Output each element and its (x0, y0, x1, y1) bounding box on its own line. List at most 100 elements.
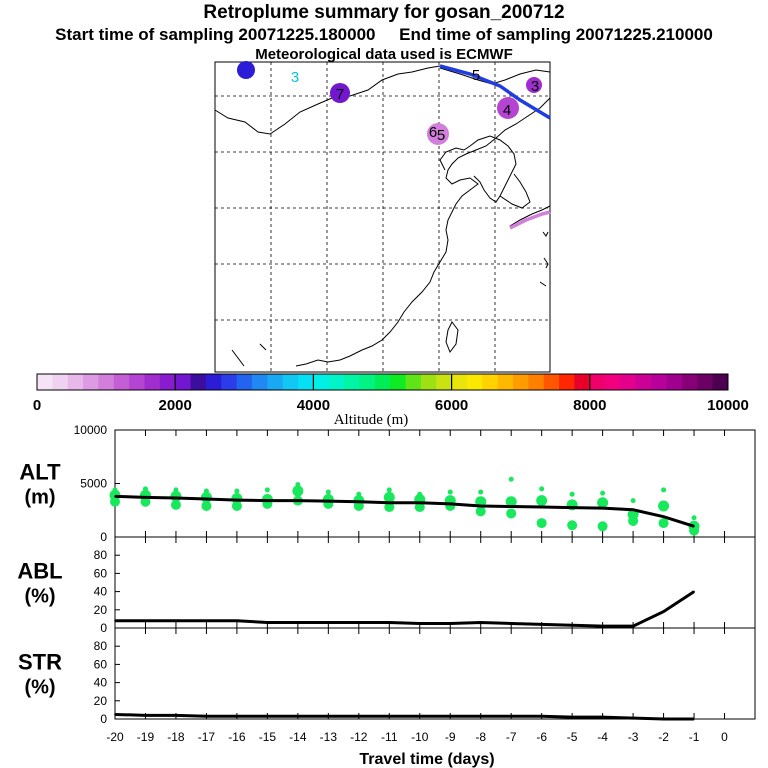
colorbar-swatch (159, 374, 176, 390)
plume-spread-dot (292, 485, 304, 497)
plume-spread-dot (264, 487, 270, 493)
y-tick-label: 20 (94, 603, 108, 617)
panel-frame (114, 429, 756, 538)
plume-marker (497, 97, 519, 119)
mean-series-point (601, 716, 604, 718)
colorbar-swatch (635, 374, 652, 390)
map-coastlines (214, 65, 551, 367)
colorbar-swatch (98, 374, 115, 390)
mean-series-point (540, 623, 543, 626)
mean-series-point (236, 499, 238, 501)
colorbar-tick-label: 8000 (573, 397, 606, 414)
mean-series-point (266, 715, 269, 718)
colorbar-tick-label: 10000 (707, 397, 749, 414)
mean-series-point (175, 497, 177, 499)
plume-spread-dot (325, 489, 331, 495)
colorbar-swatch (513, 374, 529, 390)
mean-series-point (144, 714, 147, 717)
colorbar-tick-label: 2000 (159, 397, 192, 414)
x-tick-label: -17 (198, 730, 216, 744)
plume-spread-dot (231, 500, 242, 511)
plume-label: 4 (503, 102, 511, 119)
colorbar-frame (36, 373, 729, 391)
mean-series-point (297, 621, 299, 624)
mean-series-point (114, 713, 116, 716)
colorbar-swatch (436, 374, 453, 390)
altitude-colorbar: 0 2000 4000 6000 8000 10000 (33, 373, 749, 414)
mean-series-point (205, 715, 208, 718)
colorbar-swatch (605, 374, 622, 390)
y-tick-label: 80 (94, 639, 108, 653)
plume-spread-dot (630, 498, 636, 504)
x-tick-label: -9 (445, 730, 456, 744)
colorbar-swatch (298, 374, 314, 390)
x-tick-label: -7 (506, 730, 517, 744)
colorbar-swatch (666, 374, 683, 390)
plume-label: 5 (472, 67, 480, 84)
panel-frame (114, 627, 756, 720)
y-tick-label: 60 (94, 657, 108, 671)
mean-series-line (115, 590, 695, 628)
x-tick-label: -8 (475, 730, 486, 744)
colorbar-swatch (697, 374, 714, 390)
mean-series-point (479, 505, 482, 507)
x-tick-label: -13 (320, 730, 338, 744)
colorbar-swatch (129, 374, 145, 390)
plume-spread-dot (689, 525, 700, 536)
colorbar-tick-label: 0 (33, 397, 41, 414)
y-tick-label: 40 (94, 676, 108, 690)
y-tick-label: 10000 (74, 423, 108, 437)
colorbar-label: Altitude (m) (334, 412, 409, 428)
plume-spread-dot (384, 502, 395, 513)
x-tick-label: -15 (259, 730, 277, 744)
x-tick-label: -2 (658, 730, 669, 744)
colorbar-swatch (190, 374, 207, 390)
x-tick-label: -4 (597, 730, 608, 744)
plume-label: 3 (291, 69, 299, 86)
mean-series-point (418, 501, 421, 504)
plume-label: 7 (336, 86, 344, 103)
mean-series-point (358, 500, 360, 503)
colorbar-swatch (52, 374, 69, 390)
y-tick-label: 60 (94, 566, 108, 580)
colorbar-swatch (451, 374, 468, 390)
y-tick-label: 0 (100, 530, 107, 544)
plume-spread-dot (110, 496, 120, 507)
plume-spread-dot (628, 515, 639, 526)
colorbar-swatch (405, 374, 422, 390)
mean-series-point (114, 495, 116, 498)
plume-spread-dot (597, 497, 609, 509)
trajectory-line-low (509, 210, 551, 230)
mean-series-point (693, 590, 695, 593)
plume-spread-dot (661, 487, 667, 493)
mean-series-point (571, 506, 573, 509)
colorbar-swatch (681, 374, 698, 390)
mean-series-point (297, 715, 299, 718)
mean-series-line (114, 494, 695, 528)
mean-series-point (388, 621, 391, 624)
x-tick-label: -5 (567, 730, 578, 744)
colorbar-swatch (113, 374, 130, 390)
plume-spread-dot (536, 518, 547, 529)
mean-series-point (632, 508, 634, 511)
x-tick-label: 0 (721, 730, 728, 744)
colorbar-swatch (620, 374, 637, 390)
colorbar-swatch (420, 374, 437, 390)
mean-series-point (601, 507, 604, 509)
mean-series-point (693, 718, 695, 720)
mean-series-point (358, 621, 360, 624)
colorbar-swatch (267, 374, 284, 390)
mean-series-point (662, 515, 665, 518)
colorbar-swatch (359, 374, 376, 390)
plume-spread-dot (505, 496, 517, 508)
mean-series-point (662, 610, 665, 613)
plume-spread-dot (506, 508, 517, 519)
plume-spread-dot (691, 515, 697, 521)
plume-spread-dot (569, 491, 575, 497)
x-tick-label: -3 (628, 730, 639, 744)
mean-series-point (205, 498, 208, 500)
plume-spread-dot (597, 521, 608, 532)
plume-spread-dot (658, 518, 669, 529)
trajectory-line-high (439, 64, 551, 120)
mean-series-point (297, 499, 299, 502)
